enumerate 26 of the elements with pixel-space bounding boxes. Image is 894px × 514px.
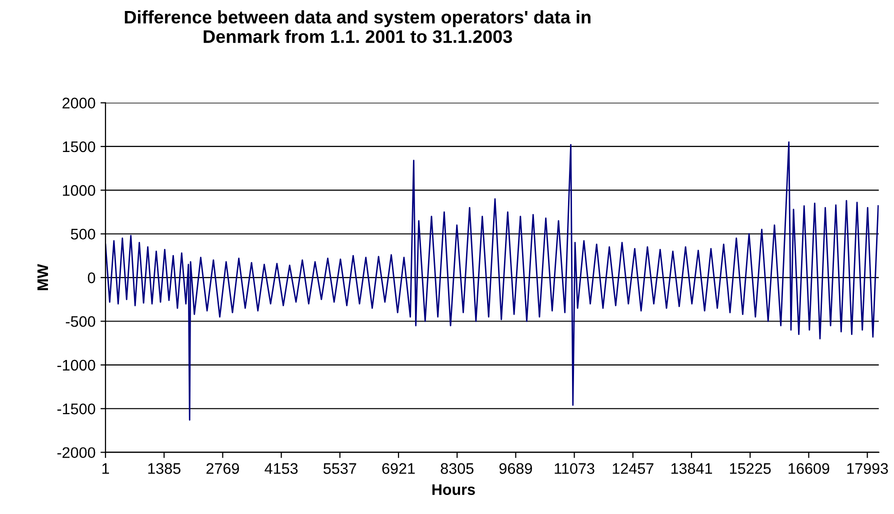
x-tick-label: 8305 (440, 463, 474, 474)
x-tick-label: 2769 (206, 463, 239, 474)
y-tick-label: 1000 (62, 185, 96, 196)
x-tick-label: 15225 (730, 463, 771, 474)
y-axis-title: MW (37, 264, 48, 290)
x-tick-label: 4153 (264, 463, 298, 474)
x-tick-label: 13841 (671, 463, 712, 474)
x-tick-label: 17993 (847, 463, 888, 474)
y-tick-label: -2000 (57, 447, 96, 458)
x-axis-title: Hours (432, 484, 475, 495)
y-tick-label: 2000 (62, 98, 96, 108)
y-tick-label: -1500 (57, 404, 96, 414)
x-tick-label: 1 (102, 463, 109, 474)
chart-title: Difference between data and system operators' data in Denmark from 1.1. 2001 to 31.1.2003 (124, 10, 590, 44)
y-tick-label: 500 (70, 228, 96, 240)
x-tick-label: 12457 (612, 463, 654, 474)
x-tick-label: 9689 (499, 463, 532, 474)
x-tick-label: 5537 (324, 463, 356, 474)
y-tick-label: 0 (88, 272, 96, 284)
y-tick-label: -1000 (57, 360, 96, 371)
y-tick-label: -500 (66, 316, 96, 327)
x-tick-label: 16609 (788, 463, 830, 474)
x-tick-label: 11073 (554, 463, 594, 474)
x-tick-label: 1385 (148, 463, 180, 474)
y-tick-label: 1500 (62, 141, 96, 152)
x-tick-label: 6921 (382, 463, 415, 474)
